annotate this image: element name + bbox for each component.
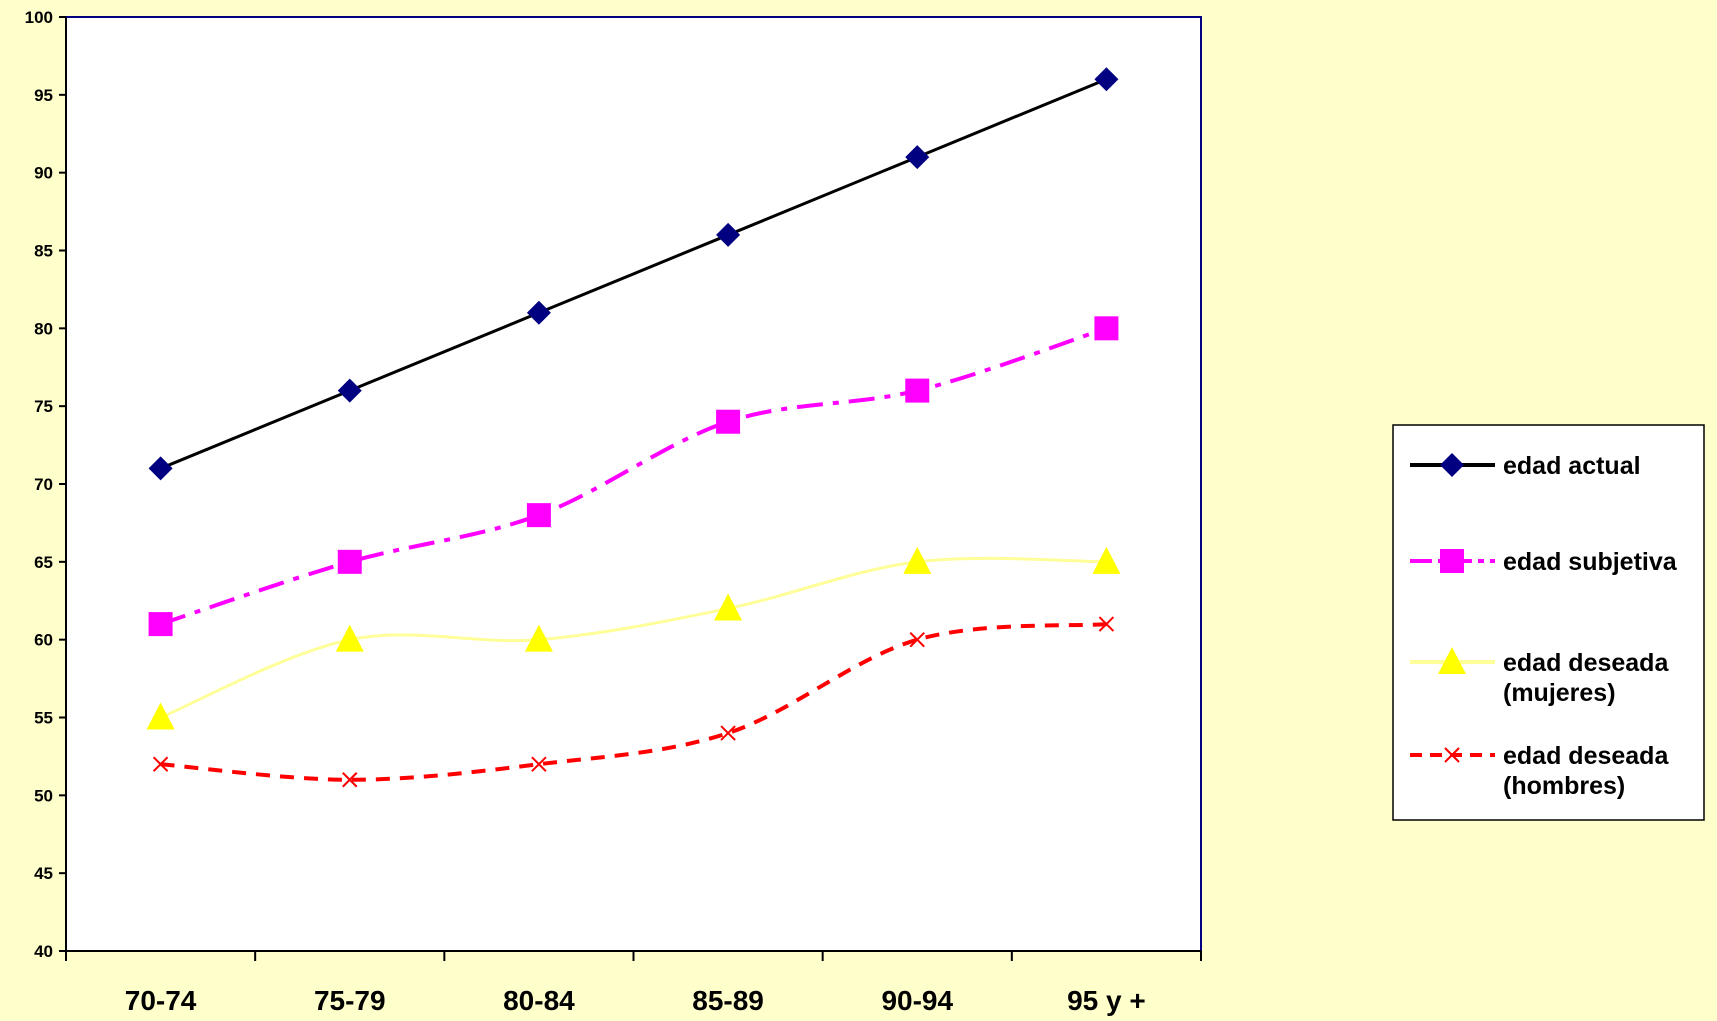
y-tick-label: 65 xyxy=(34,553,53,572)
legend-label: edad deseada xyxy=(1503,742,1669,770)
series-3 xyxy=(146,546,1121,730)
legend-label: edad deseada xyxy=(1503,649,1669,677)
data-point xyxy=(1092,546,1121,574)
series-line xyxy=(160,556,1107,719)
data-point xyxy=(716,409,741,434)
data-point xyxy=(903,546,932,574)
x-tick-label: 90-94 xyxy=(881,985,953,1016)
data-point xyxy=(526,300,551,325)
data-point xyxy=(720,725,736,741)
data-point xyxy=(152,756,169,772)
legend-label: edad subjetiva xyxy=(1503,548,1678,576)
data-point xyxy=(531,756,547,772)
data-point xyxy=(716,222,741,247)
y-tick-label: 90 xyxy=(34,164,53,183)
x-tick-label: 75-79 xyxy=(314,985,386,1016)
x-tick-label: 70-74 xyxy=(125,985,197,1016)
series-2 xyxy=(148,316,1119,637)
x-axis-ticks: 70-74 75-79 80-84 85-89 90-94 95 y + xyxy=(65,951,1202,1016)
data-point xyxy=(909,631,925,648)
series-layer xyxy=(146,67,1121,788)
series-line xyxy=(160,622,1107,782)
y-tick-label: 85 xyxy=(34,242,53,261)
y-tick-label: 50 xyxy=(34,786,53,805)
y-tick-label: 75 xyxy=(34,397,53,416)
series-1 xyxy=(148,67,1119,481)
data-point xyxy=(146,702,175,730)
y-tick-label: 100 xyxy=(25,8,53,27)
y-tick-label: 80 xyxy=(34,319,53,338)
data-point xyxy=(342,772,358,788)
data-point xyxy=(1094,67,1119,92)
series-line xyxy=(159,326,1108,626)
legend-marker xyxy=(1444,747,1460,763)
legend-marker xyxy=(1440,549,1464,573)
data-point xyxy=(148,612,173,637)
data-point xyxy=(524,624,553,652)
plot-area xyxy=(65,16,1202,952)
data-point xyxy=(714,593,743,621)
x-tick-label: 95 y + xyxy=(1067,985,1146,1016)
y-tick-label: 60 xyxy=(34,631,53,650)
series-line xyxy=(160,77,1107,470)
y-tick-label: 95 xyxy=(34,86,53,105)
data-point xyxy=(148,456,173,481)
y-tick-label: 55 xyxy=(34,709,53,728)
data-point xyxy=(905,378,930,403)
legend-box xyxy=(1392,424,1705,821)
y-tick-label: 40 xyxy=(34,942,53,961)
y-axis-ticks: 40 45 50 55 60 65 70 75 80 85 90 95 100 xyxy=(25,8,66,961)
data-point xyxy=(337,549,362,574)
legend-label: (hombres) xyxy=(1503,772,1625,800)
data-point xyxy=(337,378,362,403)
series-4 xyxy=(152,616,1115,788)
y-tick-label: 70 xyxy=(34,475,53,494)
data-point xyxy=(335,624,364,652)
x-tick-label: 80-84 xyxy=(503,985,575,1016)
x-tick-label: 85-89 xyxy=(692,985,764,1016)
y-tick-label: 45 xyxy=(34,864,53,883)
legend-marker xyxy=(1438,647,1466,674)
data-point xyxy=(1098,616,1115,632)
data-point xyxy=(905,145,930,170)
legend-label: edad actual xyxy=(1503,452,1641,480)
legend-label: (mujeres) xyxy=(1503,679,1616,707)
data-point xyxy=(526,503,551,528)
legend-marker xyxy=(1440,453,1464,477)
data-point xyxy=(1094,316,1119,341)
